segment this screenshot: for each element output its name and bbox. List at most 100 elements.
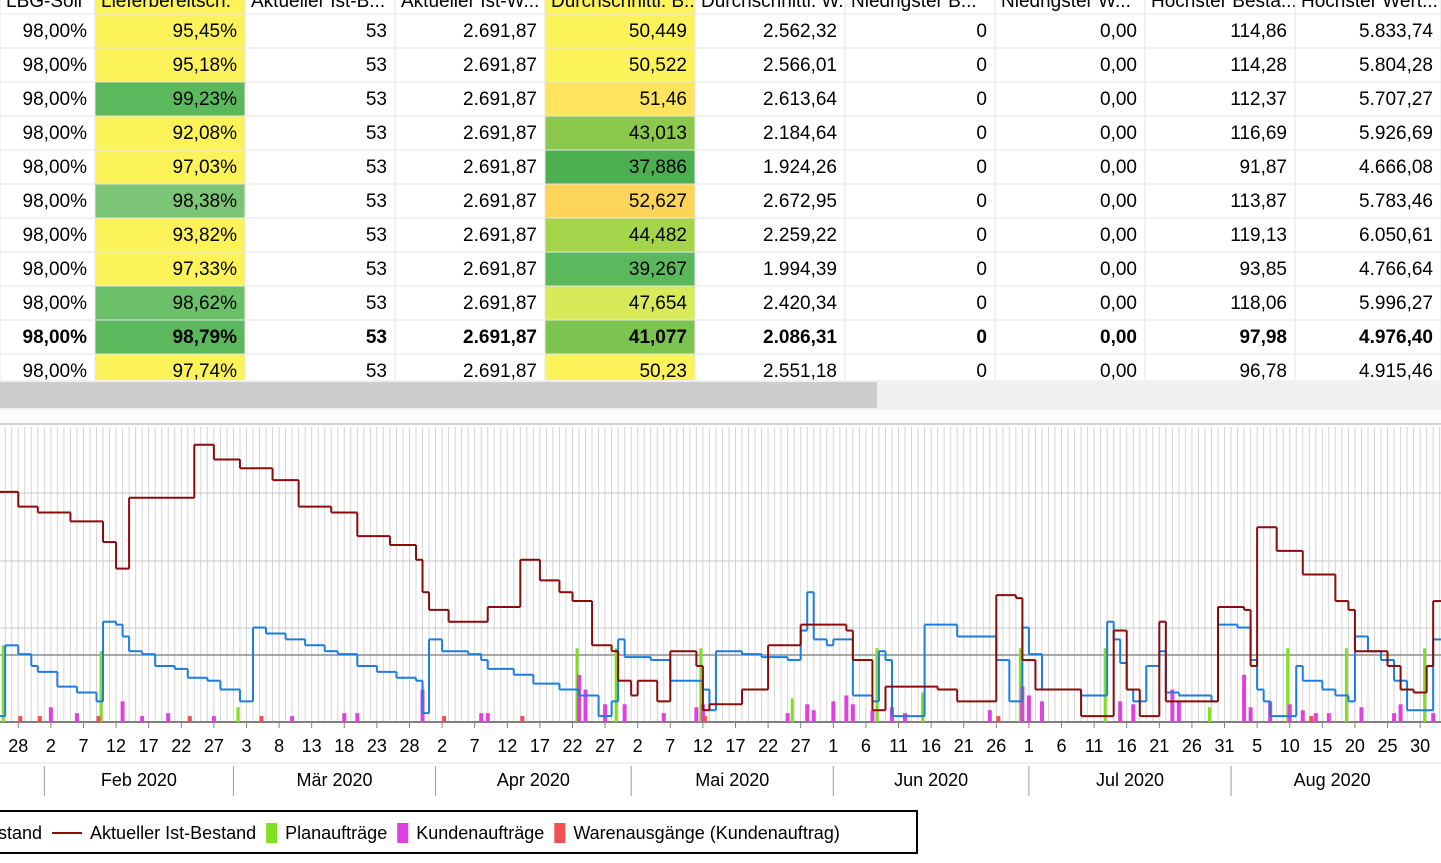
bar — [1118, 701, 1123, 722]
bar — [1020, 686, 1025, 722]
x-tick-label: 15 — [1312, 736, 1332, 756]
legend: stand Aktueller Ist-Bestand Planaufträge Ku… — [0, 810, 918, 854]
cell-text: 97,74% — [173, 361, 238, 382]
bar — [844, 695, 849, 722]
cell-text: 0 — [976, 157, 987, 178]
cell-text: 2.672,95 — [763, 191, 837, 212]
cell-text: 0,00 — [1100, 157, 1137, 178]
x-tick-label: 13 — [302, 736, 322, 756]
legend-swatch — [397, 823, 409, 843]
cell-text: 91,87 — [1239, 157, 1287, 178]
cell-text: 53 — [366, 259, 387, 280]
x-tick-label: 2 — [46, 736, 56, 756]
x-tick-label: 12 — [693, 736, 713, 756]
bar — [342, 713, 347, 722]
cell-text: 47,654 — [629, 293, 688, 314]
cell-text: 97,33% — [173, 259, 238, 280]
table-cell — [994, 13, 1146, 49]
bar — [1423, 648, 1427, 722]
bar — [1026, 695, 1031, 722]
cell-text: 99,23% — [173, 89, 238, 110]
cell-text: 44,482 — [629, 225, 687, 246]
table-cell — [394, 319, 546, 355]
table-cell — [694, 251, 846, 287]
x-tick-label: 11 — [1085, 736, 1104, 756]
table-cell — [544, 183, 696, 219]
cell-text: 118,06 — [1230, 293, 1287, 314]
bar — [875, 648, 879, 722]
x-tick-label: 28 — [8, 736, 28, 756]
cell-text: 98,62% — [173, 293, 238, 314]
table-cell — [1294, 47, 1441, 83]
table-cell — [694, 81, 846, 117]
legend-swatch — [554, 823, 566, 843]
bar — [187, 716, 192, 722]
cell-text: 0 — [976, 225, 987, 246]
bar — [622, 704, 627, 722]
table-cell — [1144, 115, 1296, 151]
cell-text: 5.804,28 — [1359, 55, 1433, 76]
table-cell — [844, 47, 996, 83]
cell-text: 98,00% — [23, 89, 88, 110]
bar — [1170, 689, 1175, 722]
cell-text: 53 — [366, 157, 387, 178]
header-label: Aktueller Ist-B... — [251, 0, 385, 12]
x-tick-label: 7 — [78, 736, 88, 756]
x-tick-label: 11 — [889, 736, 908, 756]
cell-text: 98,00% — [23, 191, 88, 212]
cell-text: 2.691,87 — [463, 123, 537, 144]
cell-text: 37,886 — [629, 157, 687, 178]
table-cell — [244, 115, 396, 151]
table-cell — [844, 319, 996, 355]
cell-text: 0,00 — [1100, 55, 1137, 76]
bar — [903, 713, 908, 722]
x-tick-label: 27 — [791, 736, 811, 756]
cell-text: 0 — [976, 89, 987, 110]
header-label: Höchster Besta... — [1151, 0, 1297, 12]
cell-text: 53 — [366, 55, 387, 76]
bar — [1248, 707, 1253, 722]
table-cell — [694, 13, 846, 49]
x-tick-label: 22 — [758, 736, 778, 756]
table-cell — [1294, 319, 1441, 355]
table-cell — [1144, 47, 1296, 83]
x-tick-label: 2 — [437, 736, 447, 756]
cell-text: 5.783,46 — [1359, 191, 1433, 212]
table-cell — [544, 13, 696, 49]
table-cell — [394, 183, 546, 219]
table-cell — [844, 81, 996, 117]
bar — [850, 704, 855, 722]
cell-text: 92,08% — [173, 123, 238, 144]
cell-text: 2.184,64 — [763, 123, 837, 144]
cell-text: 2.551,18 — [763, 361, 837, 382]
bar — [921, 692, 925, 722]
table-cell — [244, 149, 396, 185]
legend-label: Aktueller Ist-Bestand — [90, 823, 256, 843]
bar — [870, 710, 875, 722]
cell-text: 50,522 — [629, 55, 687, 76]
cell-text: 98,00% — [23, 123, 88, 144]
bar — [614, 648, 618, 722]
table-cell — [1294, 285, 1441, 321]
scrollbar-thumb[interactable] — [0, 382, 877, 408]
table-cell — [0, 319, 96, 355]
cell-text: 4.915,46 — [1359, 361, 1433, 382]
cell-text: 43,013 — [629, 123, 687, 144]
table-cell — [844, 13, 996, 49]
table-cell — [844, 285, 996, 321]
x-tick-label: 6 — [1057, 736, 1067, 756]
cell-text: 0 — [976, 361, 987, 382]
table-cell — [844, 115, 996, 151]
cell-text: 50,23 — [639, 361, 687, 382]
x-tick-label: 2 — [633, 736, 643, 756]
x-tick-label: 10 — [1280, 736, 1300, 756]
bar — [1287, 704, 1292, 722]
cell-text: 0 — [976, 259, 987, 280]
x-tick-label: 23 — [367, 736, 387, 756]
table-cell — [544, 149, 696, 185]
bar — [236, 707, 240, 722]
cell-text: 95,18% — [173, 55, 238, 76]
table-cell — [544, 217, 696, 253]
cell-text: 98,38% — [173, 191, 238, 212]
